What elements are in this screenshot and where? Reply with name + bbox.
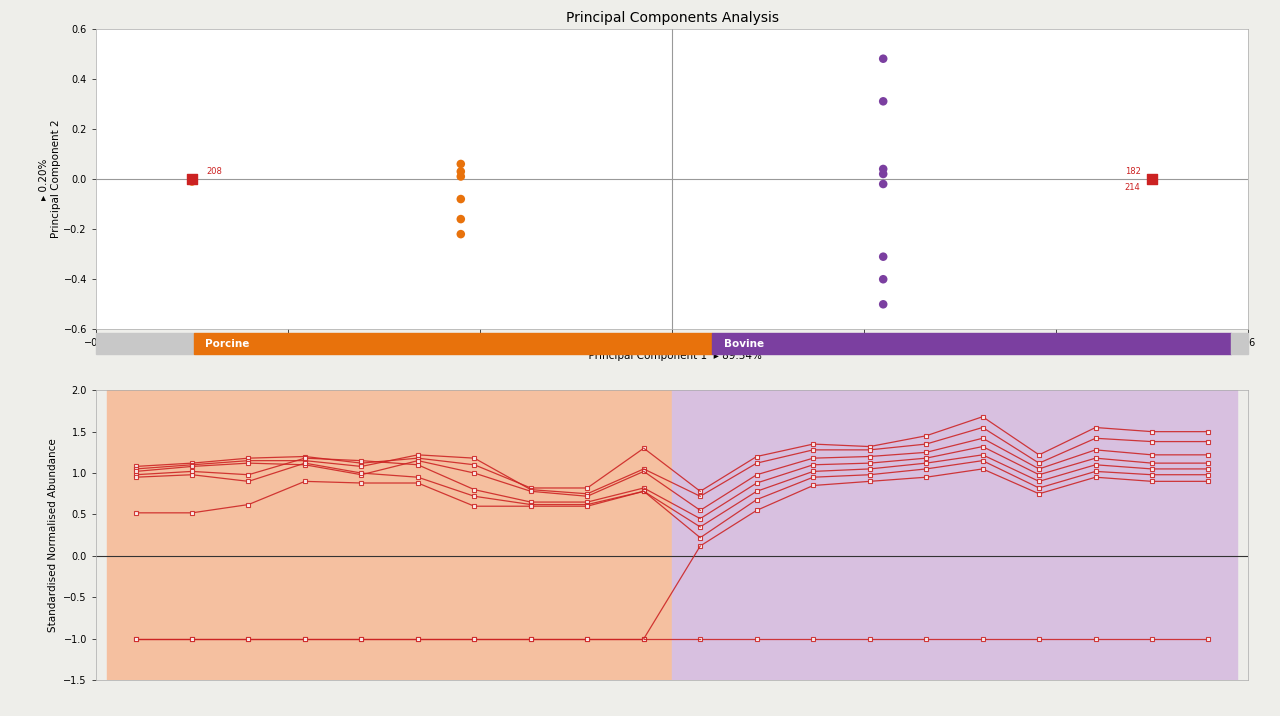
Text: 214: 214 — [1125, 183, 1140, 192]
Bar — [195, 333, 712, 354]
Point — [873, 163, 893, 175]
Bar — [1231, 333, 1248, 354]
X-axis label:   Principal Component 1  ▸ 89.54%: Principal Component 1 ▸ 89.54% — [582, 351, 762, 361]
Point — [873, 274, 893, 285]
Point — [451, 213, 471, 225]
Point — [451, 171, 471, 183]
Title: Principal Components Analysis: Principal Components Analysis — [566, 11, 778, 24]
Y-axis label: Standardised Normalised Abundance: Standardised Normalised Abundance — [47, 438, 58, 632]
Point — [451, 228, 471, 240]
Bar — [672, 390, 1236, 680]
Bar — [108, 390, 672, 680]
Text: Porcine: Porcine — [205, 339, 250, 349]
Point — [451, 158, 471, 170]
Text: Bovine: Bovine — [724, 339, 764, 349]
Bar — [96, 333, 195, 354]
Point — [451, 193, 471, 205]
Point — [182, 175, 202, 187]
Y-axis label: ▸ 0.20%
Principal Component 2: ▸ 0.20% Principal Component 2 — [40, 120, 60, 238]
Point — [451, 165, 471, 177]
Point — [873, 299, 893, 310]
Point — [182, 173, 202, 185]
Point — [873, 53, 893, 64]
Text: 182: 182 — [1125, 167, 1140, 176]
Point — [873, 168, 893, 180]
Text: 208: 208 — [206, 167, 223, 176]
Point — [873, 178, 893, 190]
Point — [1142, 173, 1162, 185]
Point — [873, 251, 893, 262]
Point — [873, 95, 893, 107]
Bar — [713, 333, 1231, 354]
